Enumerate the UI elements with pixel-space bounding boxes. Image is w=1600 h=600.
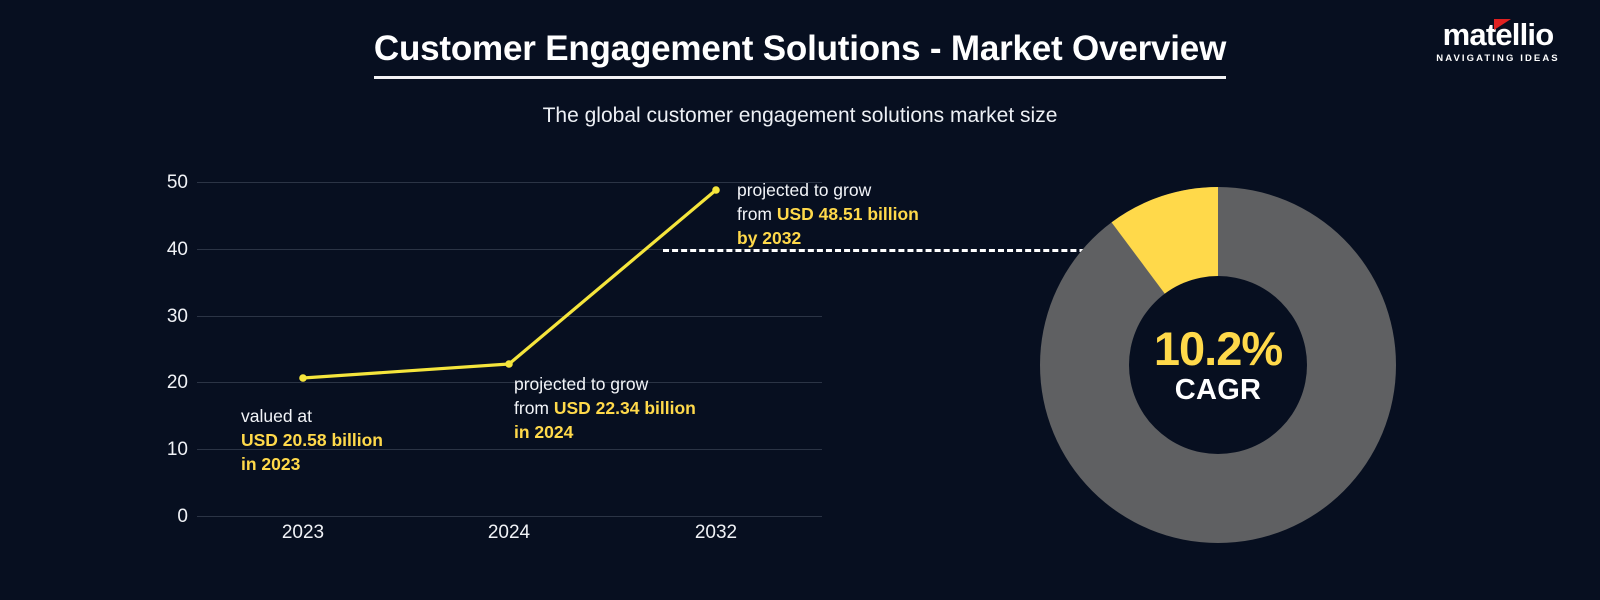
annotation-2024-lead: projected to grow bbox=[514, 374, 649, 394]
cagr-donut-chart: 10.2% CAGR bbox=[1040, 187, 1396, 543]
page-subtitle: The global customer engagement solutions… bbox=[542, 104, 1058, 127]
data-point-2024[interactable] bbox=[505, 360, 513, 368]
y-tick-40: 40 bbox=[166, 239, 188, 260]
x-tick-2024: 2024 bbox=[487, 522, 531, 543]
line-series-path bbox=[301, 188, 718, 380]
annotation-2032-lead: projected to grow bbox=[737, 180, 872, 200]
y-tick-10: 10 bbox=[166, 439, 188, 460]
gridline-0 bbox=[197, 516, 822, 517]
x-tick-2032: 2032 bbox=[694, 522, 738, 543]
gridline-20 bbox=[197, 382, 822, 383]
gridline-10 bbox=[197, 449, 822, 450]
title-container: Customer Engagement Solutions - Market O… bbox=[0, 28, 1600, 79]
annotation-2032: projected to grow from USD 48.51 billion… bbox=[737, 178, 919, 250]
line-series-svg bbox=[299, 186, 720, 382]
gridline-50 bbox=[197, 182, 822, 183]
data-point-2023[interactable] bbox=[299, 374, 307, 382]
data-point-2032[interactable] bbox=[712, 186, 720, 194]
y-tick-20: 20 bbox=[166, 372, 188, 393]
market-size-line-chart: 50 40 30 20 10 0 2023 2024 2032 bbox=[130, 150, 890, 560]
annotation-2032-year: by 2032 bbox=[737, 228, 802, 248]
logo-tagline: NAVIGATING IDEAS bbox=[1436, 53, 1560, 64]
annotation-2024-prefix: from bbox=[514, 398, 554, 418]
cagr-text: CAGR bbox=[1174, 374, 1262, 406]
annotation-2023-value: USD 20.58 billion bbox=[241, 430, 383, 450]
x-tick-2023: 2023 bbox=[281, 522, 325, 543]
gridline-40 bbox=[197, 249, 822, 250]
page-title: Customer Engagement Solutions - Market O… bbox=[373, 28, 1226, 79]
y-tick-50: 50 bbox=[166, 172, 188, 193]
annotation-2023: valued at USD 20.58 billion in 2023 bbox=[241, 404, 383, 476]
cagr-percentage: 10.2% bbox=[1153, 322, 1283, 375]
annotation-2024-year: in 2024 bbox=[514, 422, 574, 442]
annotation-2032-prefix: from bbox=[737, 204, 777, 224]
y-tick-30: 30 bbox=[166, 306, 188, 327]
annotation-2023-year: in 2023 bbox=[241, 454, 301, 474]
dashed-connector-line bbox=[663, 249, 1176, 252]
annotation-2024-value: USD 22.34 billion bbox=[553, 398, 696, 418]
y-tick-0: 0 bbox=[177, 506, 188, 527]
annotation-2023-lead: valued at bbox=[241, 406, 313, 426]
donut-center-label: 10.2% CAGR bbox=[1129, 276, 1307, 454]
annotation-2032-value: USD 48.51 billion bbox=[776, 204, 919, 224]
red-triangle-icon bbox=[1494, 19, 1511, 30]
annotation-2024: projected to grow from USD 22.34 billion… bbox=[514, 372, 696, 444]
gridline-30 bbox=[197, 316, 822, 317]
matellio-logo[interactable]: matellio NAVIGATING IDEAS bbox=[1420, 18, 1576, 70]
